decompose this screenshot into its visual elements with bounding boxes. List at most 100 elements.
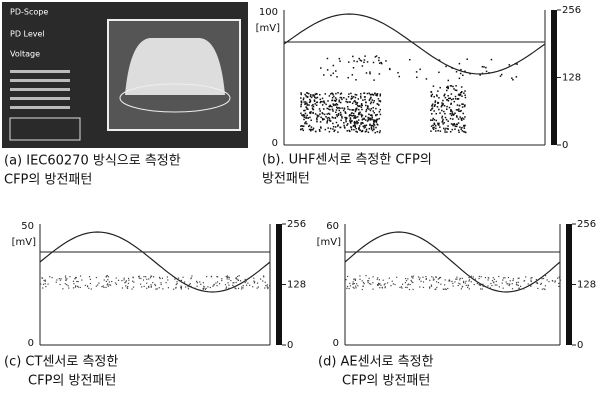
pd-dot bbox=[325, 93, 327, 95]
screen-line bbox=[10, 106, 70, 109]
pd-dot bbox=[376, 121, 378, 123]
pd-dot bbox=[327, 58, 329, 60]
pd-dot bbox=[341, 117, 343, 119]
scale-label: 256 bbox=[577, 219, 596, 230]
pd-dot bbox=[373, 102, 375, 104]
pd-dot bbox=[237, 279, 238, 280]
pd-dot bbox=[335, 117, 337, 119]
pd-dot bbox=[347, 108, 349, 110]
scale-label: 256 bbox=[287, 219, 306, 230]
pd-dot bbox=[247, 283, 248, 284]
pd-dot bbox=[339, 99, 341, 101]
pd-dot bbox=[52, 277, 53, 278]
pd-dot bbox=[124, 282, 125, 283]
pd-dot bbox=[482, 73, 484, 75]
pd-dot bbox=[405, 282, 406, 283]
pd-dot bbox=[455, 89, 457, 91]
pd-dot bbox=[434, 119, 436, 121]
pd-dot bbox=[123, 279, 124, 280]
pd-dot bbox=[436, 113, 438, 115]
pd-dot bbox=[301, 101, 303, 103]
pd-dot bbox=[343, 125, 345, 127]
pd-dot bbox=[401, 286, 402, 287]
pd-dot bbox=[107, 279, 108, 280]
pd-dot bbox=[477, 283, 478, 284]
pd-dot bbox=[73, 283, 74, 284]
pd-dot bbox=[107, 283, 108, 284]
pd-dot bbox=[80, 275, 81, 276]
pd-dot bbox=[354, 288, 355, 289]
pd-dot bbox=[300, 113, 302, 115]
pd-dot bbox=[302, 128, 304, 130]
pd-dot bbox=[482, 288, 483, 289]
pd-dot bbox=[196, 281, 197, 282]
pd-dot bbox=[302, 115, 304, 117]
pd-dot bbox=[239, 275, 240, 276]
pd-dot bbox=[440, 284, 441, 285]
pd-dot bbox=[250, 276, 251, 277]
pd-dot bbox=[225, 288, 226, 289]
pd-dot bbox=[66, 284, 67, 285]
pd-dot bbox=[303, 99, 305, 101]
pd-dot bbox=[370, 110, 372, 112]
pd-dot bbox=[442, 116, 444, 118]
pd-dot bbox=[502, 282, 503, 283]
pd-dot bbox=[333, 65, 335, 67]
pd-dot bbox=[437, 90, 439, 92]
caption: CFP의 방전패턴 bbox=[342, 374, 430, 389]
pd-dot bbox=[462, 103, 464, 105]
pd-dot bbox=[106, 276, 107, 277]
pd-dot bbox=[300, 106, 302, 108]
pd-dot bbox=[353, 283, 354, 284]
pd-dot bbox=[307, 117, 309, 119]
pd-dot bbox=[496, 281, 497, 282]
pd-dot bbox=[385, 60, 387, 62]
pd-dot bbox=[378, 98, 380, 100]
pd-dot bbox=[380, 114, 382, 116]
pd-dot bbox=[353, 281, 354, 282]
pd-dot bbox=[332, 109, 334, 111]
pd-dot bbox=[122, 287, 123, 288]
pd-dot bbox=[447, 125, 449, 127]
pd-dot bbox=[450, 131, 452, 133]
pd-dot bbox=[431, 285, 432, 286]
pd-dot bbox=[430, 110, 432, 112]
pd-dot bbox=[139, 278, 140, 279]
pd-dot bbox=[316, 104, 318, 106]
pd-dot bbox=[530, 280, 531, 281]
pd-dot bbox=[462, 278, 463, 279]
pd-dot bbox=[184, 281, 185, 282]
pd-dot bbox=[344, 111, 346, 113]
pd-dot bbox=[320, 121, 322, 123]
pd-dot bbox=[447, 120, 449, 122]
pd-dot bbox=[216, 276, 217, 277]
pd-dot bbox=[306, 116, 308, 118]
pd-dot bbox=[227, 278, 228, 279]
pd-dot bbox=[78, 281, 79, 282]
pd-dot bbox=[306, 104, 308, 106]
pd-dot bbox=[431, 108, 433, 110]
pd-dot bbox=[110, 285, 111, 286]
pd-dot bbox=[307, 92, 309, 94]
pd-dot bbox=[355, 131, 357, 133]
pd-dot bbox=[211, 276, 212, 277]
pd-dot bbox=[219, 283, 220, 284]
pd-dot bbox=[451, 123, 453, 125]
pd-dot bbox=[361, 116, 363, 118]
pd-dot bbox=[336, 99, 338, 101]
pd-dot bbox=[441, 121, 443, 123]
pd-dot bbox=[437, 130, 439, 132]
pd-dot bbox=[373, 121, 375, 123]
pd-dot bbox=[356, 94, 358, 96]
pd-dot bbox=[451, 115, 453, 117]
pd-dot bbox=[225, 284, 226, 285]
pd-dot bbox=[358, 109, 360, 111]
pd-dot bbox=[42, 278, 43, 279]
pd-dot bbox=[358, 98, 360, 100]
pd-dot bbox=[401, 287, 402, 288]
pd-dot bbox=[498, 276, 499, 277]
pd-dot bbox=[363, 62, 365, 64]
pd-dot bbox=[370, 97, 372, 99]
pd-dot bbox=[433, 127, 435, 129]
pd-dot bbox=[492, 280, 493, 281]
